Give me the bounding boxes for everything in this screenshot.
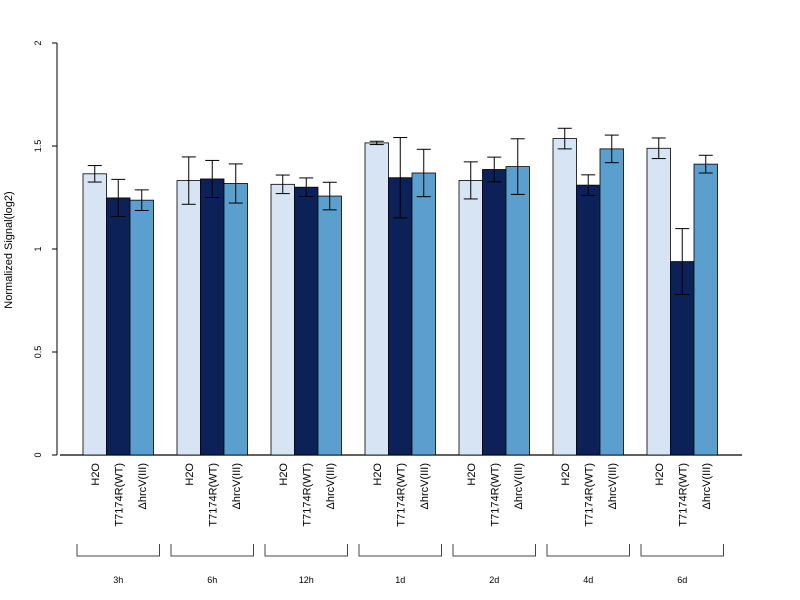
bar <box>646 147 671 456</box>
group-label: 6d <box>677 575 687 585</box>
group-bracket <box>358 544 442 557</box>
group-bracket <box>264 544 348 557</box>
axes: 0 0.5 1 1.5 2 <box>33 40 742 458</box>
category-label: T7174R(WT) <box>583 463 595 527</box>
bar <box>411 172 436 456</box>
y-axis-label: Normalized Signal(log2) <box>3 191 15 308</box>
bar <box>294 186 319 456</box>
category-label: ΔhrcV(III) <box>513 463 525 509</box>
y-tick-label: 0.5 <box>33 346 43 359</box>
bars <box>82 138 718 456</box>
category-label: T7174R(WT) <box>301 463 313 527</box>
group-bracket <box>640 544 724 557</box>
group-bracket <box>76 544 160 557</box>
category-label: ΔhrcV(III) <box>419 463 431 509</box>
group-bracket <box>546 544 630 557</box>
y-tick-label: 1.5 <box>33 140 43 153</box>
bar <box>176 180 201 456</box>
bar <box>106 197 131 456</box>
group-label: 3h <box>113 575 123 585</box>
bar <box>129 199 154 456</box>
group-label: 6h <box>207 575 217 585</box>
group-bracket <box>452 544 536 557</box>
group-label: 4d <box>583 575 593 585</box>
bar <box>599 148 624 456</box>
category-label: H2O <box>466 463 478 486</box>
bar <box>552 138 577 456</box>
category-label: H2O <box>184 463 196 486</box>
group-label: 1d <box>395 575 405 585</box>
category-label: H2O <box>90 463 102 486</box>
category-label: T7174R(WT) <box>677 463 689 527</box>
group-label: 12h <box>299 575 314 585</box>
bar <box>364 142 389 456</box>
category-label: ΔhrcV(III) <box>231 463 243 509</box>
bar <box>82 173 107 456</box>
bar <box>458 180 483 456</box>
group-brackets: 3h 6h 12h 1d 2d 4d 6d <box>76 544 724 585</box>
bar <box>576 184 601 456</box>
bar <box>482 169 507 456</box>
group-bracket <box>170 544 254 557</box>
bar <box>505 166 530 456</box>
y-tick-label: 2 <box>33 40 43 45</box>
bar <box>693 163 718 456</box>
error-bars <box>87 127 713 296</box>
bar <box>200 178 225 456</box>
category-label: H2O <box>372 463 384 486</box>
bar <box>317 195 342 456</box>
y-tick-label: 0 <box>33 452 43 457</box>
category-label: T7174R(WT) <box>395 463 407 527</box>
group-label: 2d <box>489 575 499 585</box>
category-label: ΔhrcV(III) <box>325 463 337 509</box>
category-label: ΔhrcV(III) <box>701 463 713 509</box>
category-label: H2O <box>278 463 290 486</box>
category-label: T7174R(WT) <box>113 463 125 527</box>
category-label: T7174R(WT) <box>489 463 501 527</box>
category-labels: H2O T7174R(WT) ΔhrcV(III) H2O T7174R(WT) Δhrc… <box>90 463 713 527</box>
category-label: H2O <box>654 463 666 486</box>
category-label: ΔhrcV(III) <box>137 463 149 509</box>
category-label: H2O <box>560 463 572 486</box>
bar <box>270 183 295 456</box>
bar <box>388 177 413 456</box>
y-tick-label: 1 <box>33 246 43 251</box>
category-label: ΔhrcV(III) <box>607 463 619 509</box>
bar <box>223 183 248 456</box>
category-label: T7174R(WT) <box>207 463 219 527</box>
